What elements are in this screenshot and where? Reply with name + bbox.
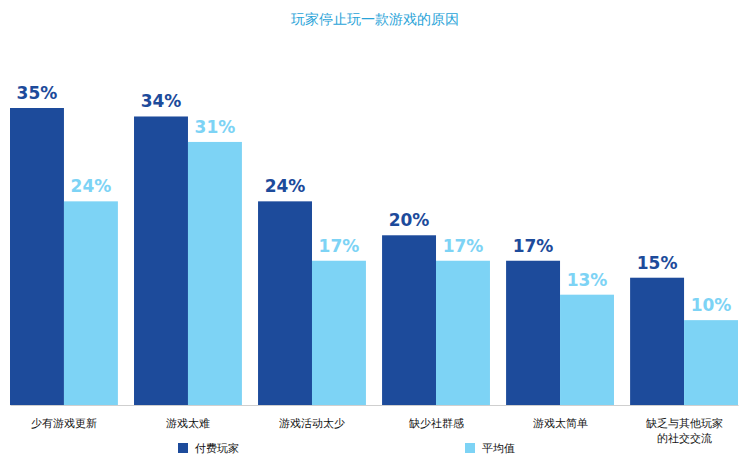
bar [10,108,64,405]
legend-swatch [178,443,188,453]
data-label: 15% [637,253,678,273]
bar [436,261,490,405]
legend-label: 平均值 [482,442,515,455]
data-label: 35% [17,83,58,103]
tick-label-line: 的社交交流 [657,432,712,445]
x-axis: 少有游戏更新 游戏太难 游戏活动太少 缺少社群感 游戏太简单 缺乏与其他玩家的社交交流 [11,405,739,445]
x-axis-line [11,405,739,406]
data-label: 20% [389,210,430,230]
data-label: 17% [443,236,484,256]
bar [258,201,312,405]
data-label: 17% [513,236,554,256]
bar [630,278,684,405]
tick-label: 游戏活动太少 [279,417,345,430]
tick-label: 游戏太简单 [533,417,588,430]
bar [312,261,366,405]
bars [10,108,738,405]
bar [560,295,614,405]
data-label: 24% [71,176,112,196]
tick-label: 缺少社群感 [409,417,464,430]
tick-label-line: 游戏活动太少 [279,417,345,430]
bar [134,116,188,405]
tick-label-line: 缺少社群感 [409,417,464,430]
title: 玩家停止玩一款游戏的原因 [291,11,459,27]
bar [188,142,242,405]
data-label: 34% [141,91,182,111]
tick-label-line: 缺乏与其他玩家 [646,417,723,430]
data-label: 13% [567,270,608,290]
legend: 付费玩家 平均值 [178,442,515,455]
tick: 少有游戏更新 [31,405,97,430]
legend-swatch [465,443,475,453]
tick: 游戏太难 [166,405,210,430]
bar [64,201,118,405]
tick: 游戏太简单 [533,405,588,430]
data-labels: 35% 34% 24% 20% 17% 15% 24% 31% 17% 17% 13% 10% [17,83,732,315]
tick-label-line: 游戏太简单 [533,417,588,430]
data-label: 24% [265,176,306,196]
tick: 缺少社群感 [409,405,464,430]
tick-label: 少有游戏更新 [31,417,97,430]
tick-label-line: 游戏太难 [166,417,210,430]
data-label: 17% [319,236,360,256]
data-label: 31% [195,117,236,137]
chart: 玩家停止玩一款游戏的原因 35% 34% 24% 20% 17% 15% 24% 31% 17% 1… [0,0,750,476]
tick-label: 缺乏与其他玩家的社交交流 [646,417,723,445]
tick-label: 游戏太难 [166,417,210,430]
data-label: 10% [691,295,732,315]
tick-label-line: 少有游戏更新 [31,417,97,430]
tick: 游戏活动太少 [279,405,345,430]
legend-label: 付费玩家 [195,442,239,455]
bar [684,320,738,405]
bar [506,261,560,405]
bar [382,235,436,405]
tick: 缺乏与其他玩家的社交交流 [646,405,723,445]
